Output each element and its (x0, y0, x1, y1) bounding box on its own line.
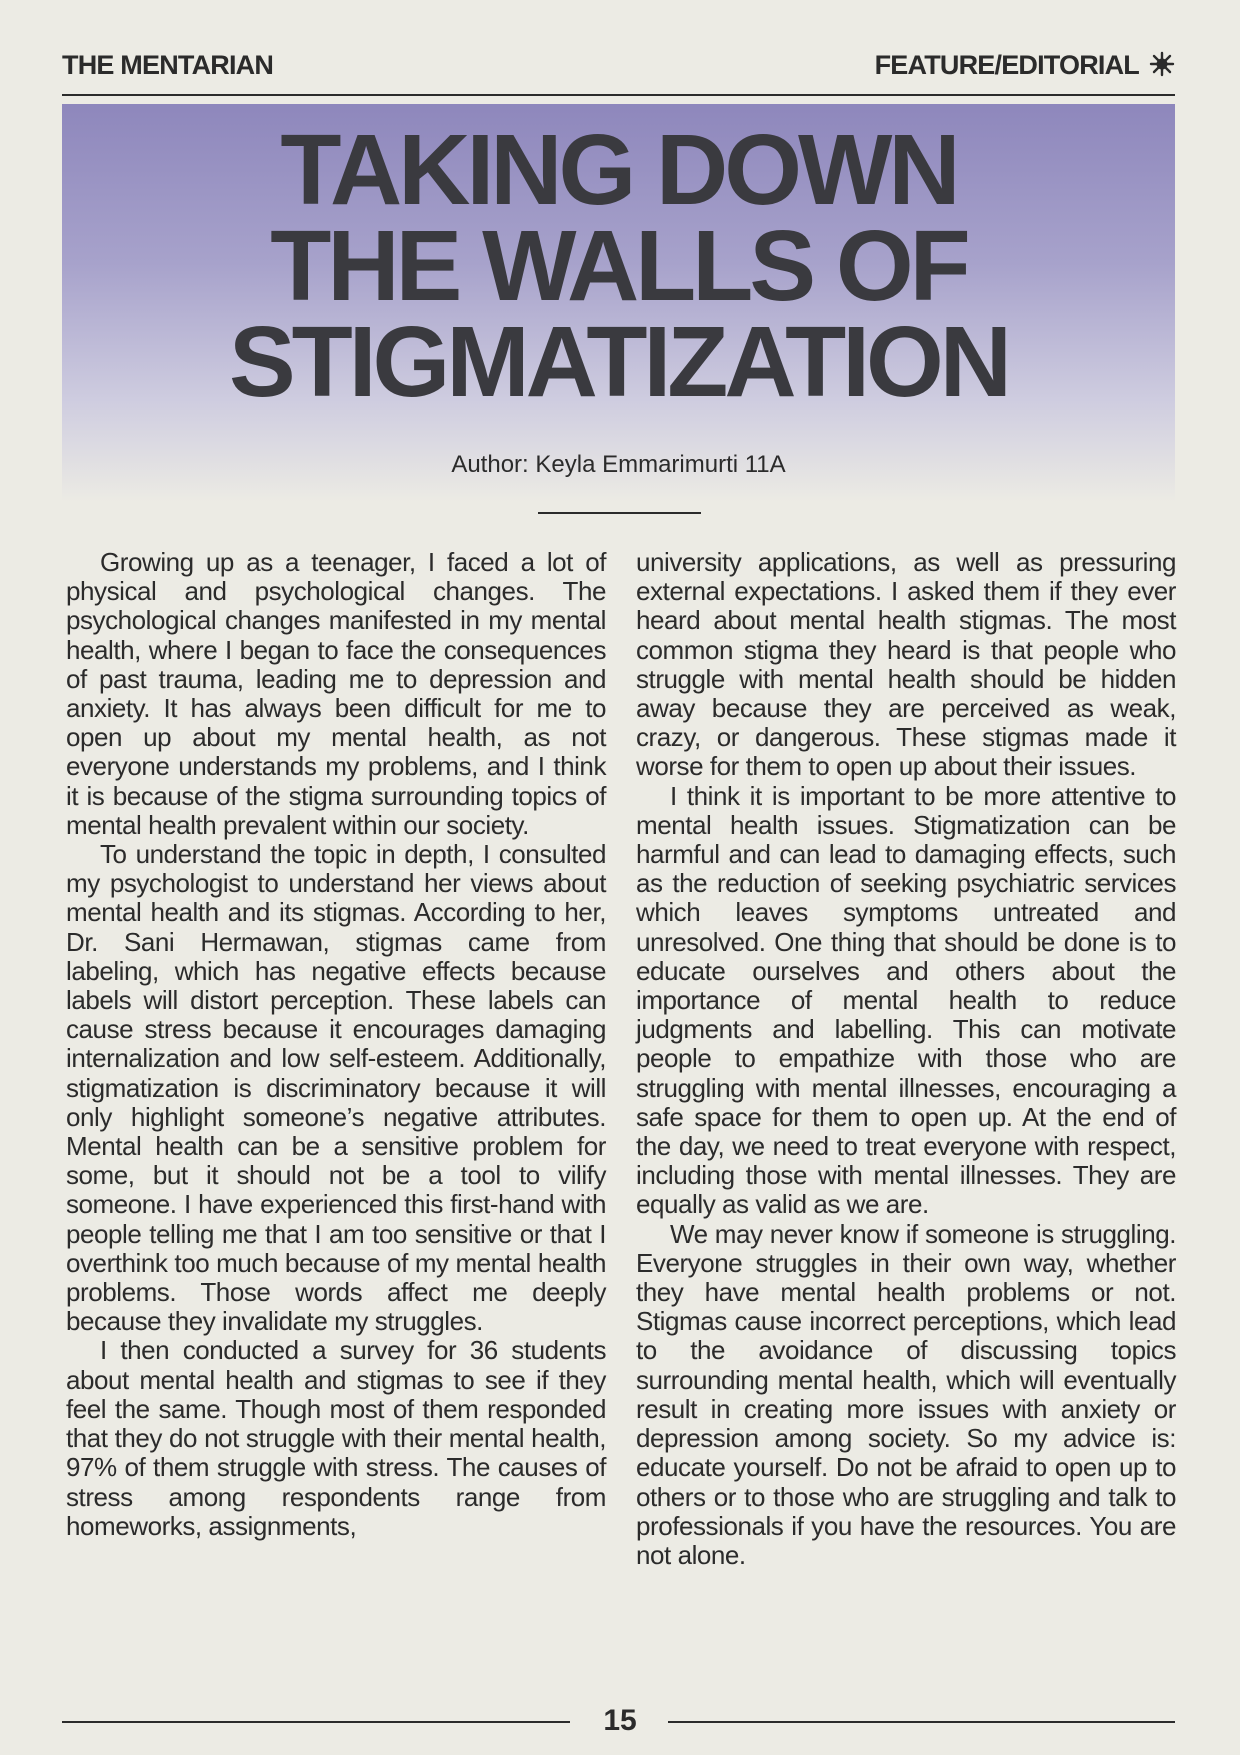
page-number: 15 (603, 1704, 637, 1737)
sun-star-icon (1149, 51, 1175, 81)
title-banner: TAKING DOWN THE WALLS OF STIGMATIZATION … (62, 104, 1175, 502)
publication-name: THE MENTARIAN (62, 50, 274, 80)
footer-rule-right (668, 1721, 1175, 1723)
article-title: TAKING DOWN THE WALLS OF STIGMATIZATION (62, 114, 1175, 418)
title-divider (538, 512, 701, 514)
section-label: FEATURE/EDITORIAL (874, 50, 1140, 80)
paragraph: Growing up as a teenager, I faced a lot … (66, 547, 606, 840)
title-line-1: TAKING DOWN (280, 114, 960, 226)
paragraph: We may never know if someone is strug­gl… (636, 1218, 1176, 1570)
section-label-group: FEATURE/EDITORIAL (875, 50, 1175, 81)
right-column: university applications, as well as pres… (636, 547, 1176, 1570)
paragraph-continuation: university applications, as well as pres… (636, 547, 1176, 782)
page-header: THE MENTARIAN FEATURE/EDITORIAL (62, 50, 1175, 96)
author-byline: Author: Keyla Emmarimurti 11A (451, 451, 786, 478)
title-line-3: STIGMATIZATION (228, 306, 1012, 418)
paragraph: I think it is important to be more atten… (636, 780, 1176, 1220)
paragraph: I then conducted a survey for 36 student… (66, 1335, 606, 1541)
paragraph: To understand the topic in depth, I cons… (66, 839, 606, 1337)
title-line-2: THE WALLS OF (270, 210, 970, 322)
footer-rule-left (62, 1721, 570, 1723)
left-column: Growing up as a teenager, I faced a lot … (66, 547, 606, 1541)
